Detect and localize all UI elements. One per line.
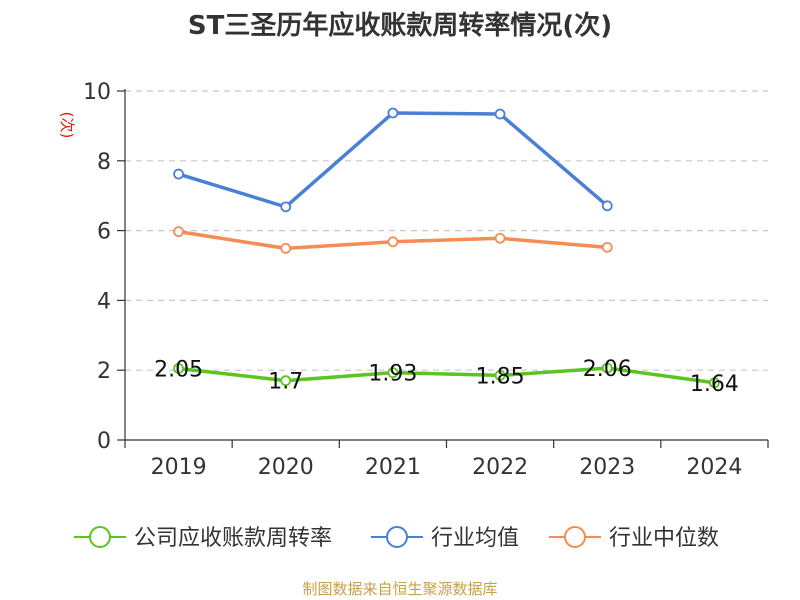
series-lines — [173, 107, 720, 389]
data-point — [173, 226, 184, 238]
x-tick-label: 2024 — [686, 455, 742, 480]
x-tick-label: 2023 — [579, 455, 635, 480]
series-line — [178, 111, 609, 209]
x-tick-label: 2020 — [258, 455, 314, 480]
data-label: 2.06 — [583, 357, 632, 382]
x-tick-label: 2021 — [365, 455, 421, 480]
data-point — [387, 236, 399, 248]
data-point — [280, 242, 292, 254]
data-point — [601, 241, 613, 253]
data-label: 1.64 — [690, 372, 739, 397]
data-point — [494, 232, 506, 244]
legend-marker — [564, 526, 586, 548]
data-label: 2.05 — [154, 357, 203, 382]
data-point — [387, 107, 399, 119]
legend-marker — [89, 526, 111, 548]
data-point — [280, 201, 292, 213]
data-point — [280, 375, 292, 387]
x-tick-label: 2019 — [151, 455, 207, 480]
legend-marker — [386, 526, 408, 548]
y-tick-label: 4 — [97, 289, 111, 314]
data-point — [601, 362, 613, 374]
data-point — [387, 367, 399, 379]
data-point — [494, 370, 506, 381]
data-label: 1.7 — [268, 370, 303, 395]
data-point — [709, 377, 720, 389]
grid-lines — [125, 90, 768, 371]
source-note: 制图数据来自恒生聚源数据库 — [302, 580, 497, 598]
legend: 公司应收账款周转率 行业均值 行业中位数 — [74, 526, 719, 551]
y-tick-label: 10 — [83, 80, 111, 105]
data-label: 1.85 — [476, 364, 525, 389]
y-tick-label: 0 — [97, 429, 111, 454]
y-tick-label: 6 — [97, 220, 111, 245]
y-axis-unit: (次) — [58, 112, 76, 139]
chart-title: ST三圣历年应收账款周转率情况(次) — [188, 10, 612, 41]
legend-label: 公司应收账款周转率 — [134, 526, 332, 551]
data-label: 1.93 — [368, 362, 417, 387]
data-point — [494, 108, 506, 120]
y-tick-label: 2 — [97, 359, 111, 384]
data-point — [173, 363, 184, 374]
data-point — [173, 168, 184, 180]
x-tick-label: 2022 — [472, 455, 528, 480]
y-tick-label: 8 — [97, 150, 111, 175]
data-labels: 2.05 1.7 1.93 1.85 2.06 1.64 — [154, 357, 739, 397]
series-line — [178, 366, 715, 385]
data-point — [601, 200, 613, 212]
legend-label: 行业均值 — [431, 526, 519, 551]
legend-label: 行业中位数 — [609, 526, 719, 551]
axes: 0 2 4 6 8 10 2019 2020 2021 2022 2023 2024 — [83, 80, 769, 480]
